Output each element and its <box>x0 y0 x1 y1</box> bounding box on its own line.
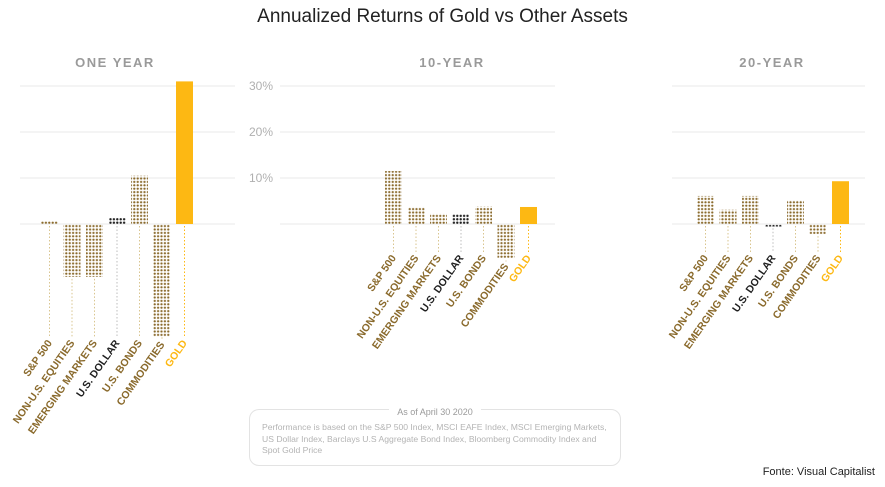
bar <box>407 206 425 224</box>
bar <box>764 224 782 227</box>
bar <box>63 224 81 277</box>
bar <box>809 224 827 235</box>
bar <box>520 206 537 224</box>
bar <box>108 218 126 224</box>
panel-title: 20-YEAR <box>739 55 804 70</box>
chart-title: Annualized Returns of Gold vs Other Asse… <box>257 6 628 27</box>
bar <box>430 213 447 224</box>
bar <box>497 224 515 259</box>
y-tick-label: 30% <box>249 79 273 93</box>
note-date: As of April 30 2020 <box>389 407 481 417</box>
y-tick-label: 20% <box>249 125 273 139</box>
bar <box>787 200 804 224</box>
bar <box>385 171 402 224</box>
panel-title: 10-YEAR <box>419 55 484 70</box>
bar <box>742 195 759 224</box>
note-text: Performance is based on the S&P 500 Inde… <box>262 422 607 455</box>
bar <box>153 224 171 337</box>
category-label: GOLD <box>819 253 846 285</box>
bar <box>86 224 103 277</box>
bar <box>452 214 470 224</box>
bar <box>131 175 148 224</box>
bar <box>697 195 714 224</box>
y-tick-label: 10% <box>249 171 273 185</box>
category-label: GOLD <box>163 338 190 370</box>
bar <box>475 206 492 224</box>
bar <box>41 221 58 224</box>
panel-title: ONE YEAR <box>75 55 155 70</box>
bar <box>832 181 849 224</box>
source-credit: Fonte: Visual Capitalist <box>762 466 875 478</box>
bar <box>719 209 737 224</box>
bar <box>176 81 193 225</box>
